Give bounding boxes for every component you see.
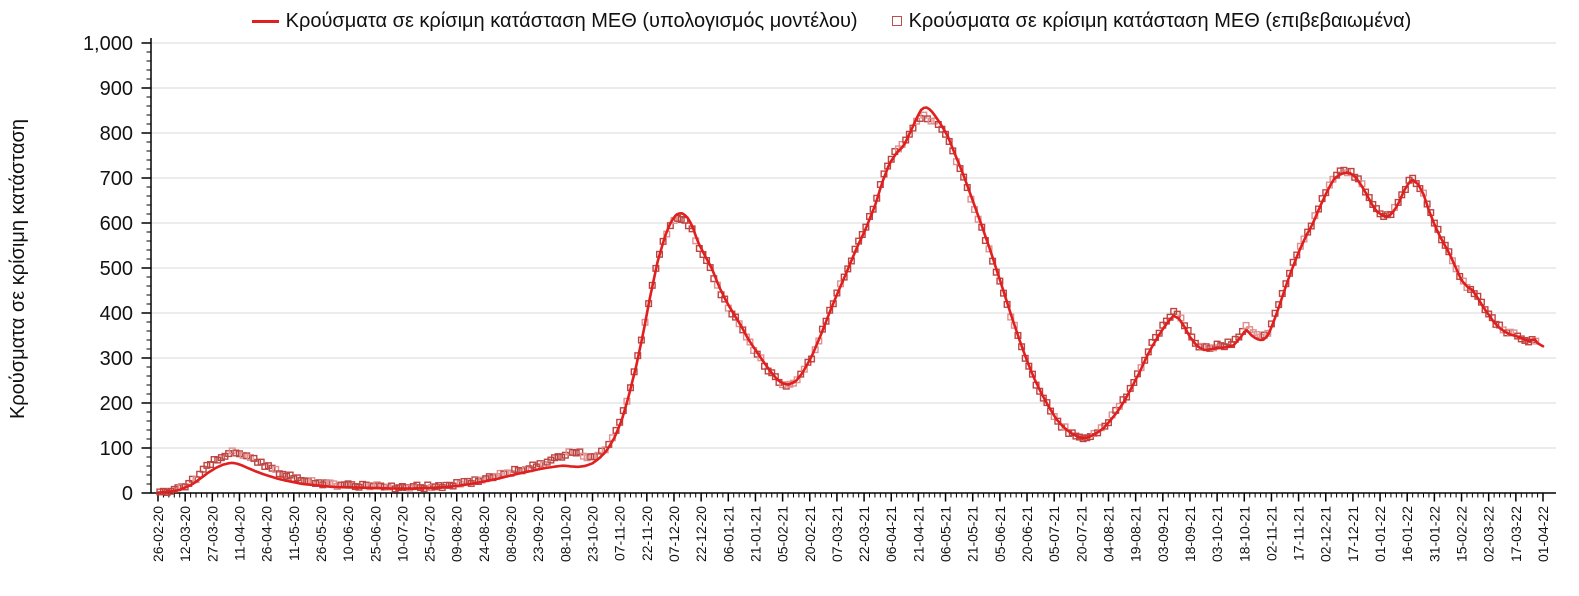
x-tick-label: 06-01-21 <box>720 506 736 562</box>
x-tick-label: 03-09-21 <box>1155 506 1171 562</box>
y-axis-title: Κρούσματα σε κρίσιμη κατάσταση <box>7 118 29 420</box>
x-tick-label: 07-11-20 <box>612 506 628 561</box>
x-tick-label: 16-01-22 <box>1399 506 1415 562</box>
model-line-series <box>156 106 1545 494</box>
x-tick-label: 26-05-20 <box>313 506 329 562</box>
x-tick-label: 02-11-21 <box>1263 506 1279 561</box>
x-tick-label: 25-07-20 <box>422 506 438 562</box>
x-tick-label: 11-05-20 <box>286 506 302 561</box>
legend-item-confirmed: Κρούσματα σε κρίσιμη κατάσταση ΜΕΘ (επιβ… <box>891 9 1412 33</box>
legend-model-label: Κρούσματα σε κρίσιμη κατάσταση ΜΕΘ (υπολ… <box>285 10 858 32</box>
x-tick-label: 26-02-20 <box>150 506 166 562</box>
y-tick-label: 600 <box>100 213 133 235</box>
y-tick-label: 0 <box>122 483 133 505</box>
x-tick-label: 27-03-20 <box>204 506 220 562</box>
x-tick-label: 15-02-22 <box>1454 506 1470 562</box>
x-tick-label: 22-03-21 <box>856 506 872 562</box>
x-tick-label: 22-11-20 <box>639 506 655 561</box>
x-tick-label: 21-04-21 <box>910 506 926 562</box>
x-axis-ticks: 26-02-20 12-03-20 27-03-20 11-04-20 26-04-20… <box>150 493 1551 562</box>
chart-legend: Κρούσματα σε κρίσιμη κατάσταση ΜΕΘ (υπολ… <box>42 9 1579 33</box>
model-line-marker-icon <box>251 19 279 23</box>
x-tick-label: 08-09-20 <box>503 506 519 562</box>
x-tick-label: 20-06-21 <box>1019 506 1035 562</box>
confirmed-scatter-series <box>156 111 1540 497</box>
x-tick-label: 21-05-21 <box>965 506 981 562</box>
y-tick-label: 100 <box>100 438 133 460</box>
x-tick-label: 18-10-21 <box>1236 506 1252 562</box>
y-tick-label: 700 <box>100 168 133 190</box>
x-tick-label: 11-04-20 <box>231 506 247 561</box>
x-tick-label: 02-03-22 <box>1481 506 1497 562</box>
x-tick-label: 05-07-21 <box>1046 506 1062 562</box>
x-tick-label: 09-08-20 <box>449 506 465 562</box>
legend-item-model: Κρούσματα σε κρίσιμη κατάσταση ΜΕΘ (υπολ… <box>251 9 858 33</box>
x-tick-label: 23-09-20 <box>530 506 546 562</box>
x-tick-label: 10-06-20 <box>340 506 356 562</box>
x-tick-label: 06-04-21 <box>883 506 899 562</box>
y-tick-label: 900 <box>100 78 133 100</box>
x-tick-label: 31-01-22 <box>1426 506 1442 562</box>
x-tick-label: 17-11-21 <box>1291 506 1307 561</box>
y-tick-label: 400 <box>100 303 133 325</box>
x-tick-label: 10-07-20 <box>394 506 410 562</box>
gridlines <box>151 42 1556 449</box>
x-tick-label: 05-06-21 <box>992 506 1008 562</box>
confirmed-square-marker-icon <box>891 16 902 26</box>
x-tick-label: 02-12-21 <box>1318 506 1334 562</box>
x-tick-label: 20-07-21 <box>1073 506 1089 562</box>
x-tick-label: 17-12-21 <box>1345 506 1361 562</box>
x-tick-label: 26-04-20 <box>259 506 275 562</box>
x-tick-label: 21-01-21 <box>747 506 763 562</box>
x-tick-label: 01-01-22 <box>1372 506 1388 562</box>
axes <box>150 38 1556 494</box>
legend-confirmed-label: Κρούσματα σε κρίσιμη κατάσταση ΜΕΘ (επιβ… <box>908 10 1412 32</box>
x-tick-label: 17-03-22 <box>1508 506 1524 562</box>
x-tick-label: 01-04-22 <box>1535 506 1551 562</box>
x-tick-label: 06-05-21 <box>938 506 954 562</box>
x-tick-label: 03-10-21 <box>1209 506 1225 562</box>
x-tick-label: 12-03-20 <box>177 506 193 562</box>
x-tick-label: 05-02-21 <box>775 506 791 562</box>
x-tick-label: 18-09-21 <box>1182 506 1198 562</box>
y-tick-label: 200 <box>100 393 133 415</box>
x-tick-label: 07-03-21 <box>829 506 845 562</box>
x-tick-label: 25-06-20 <box>367 506 383 562</box>
x-tick-label: 20-02-21 <box>802 506 818 562</box>
y-tick-label: 300 <box>100 348 133 370</box>
y-tick-label: 800 <box>100 123 133 145</box>
x-tick-label: 07-12-20 <box>666 506 682 562</box>
y-tick-label: 500 <box>100 258 133 280</box>
x-tick-label: 22-12-20 <box>693 506 709 562</box>
x-tick-label: 04-08-21 <box>1100 506 1116 562</box>
x-tick-label: 19-08-21 <box>1128 506 1144 562</box>
x-tick-label: 24-08-20 <box>476 506 492 562</box>
y-axis-ticks: 0 100 200 300 400 500 600 700 800 900 1,000 <box>83 33 151 505</box>
x-tick-label: 08-10-20 <box>557 506 573 562</box>
x-tick-label: 23-10-20 <box>585 506 601 562</box>
y-tick-label: 1,000 <box>83 33 133 55</box>
